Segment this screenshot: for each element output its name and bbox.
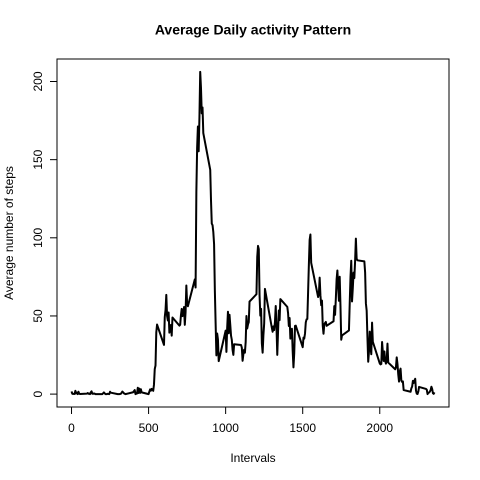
data-line <box>70 70 436 396</box>
y-tick-label: 0 <box>31 390 45 397</box>
y-axis-label: Average number of steps <box>2 166 16 300</box>
x-tick-label: 500 <box>139 421 159 435</box>
x-axis-label: Intervals <box>230 451 275 465</box>
x-tick-label: 1500 <box>289 421 316 435</box>
x-tick-label: 1000 <box>212 421 239 435</box>
y-tick-label: 200 <box>31 71 45 91</box>
x-tick-label: 2000 <box>366 421 393 435</box>
y-tick-label: 100 <box>31 227 45 247</box>
chart-title: Average Daily activity Pattern <box>155 22 351 38</box>
y-tick-label: 50 <box>31 309 45 323</box>
plot-box <box>56 58 450 408</box>
x-tick-label: 0 <box>68 421 75 435</box>
y-tick-label: 150 <box>31 149 45 169</box>
